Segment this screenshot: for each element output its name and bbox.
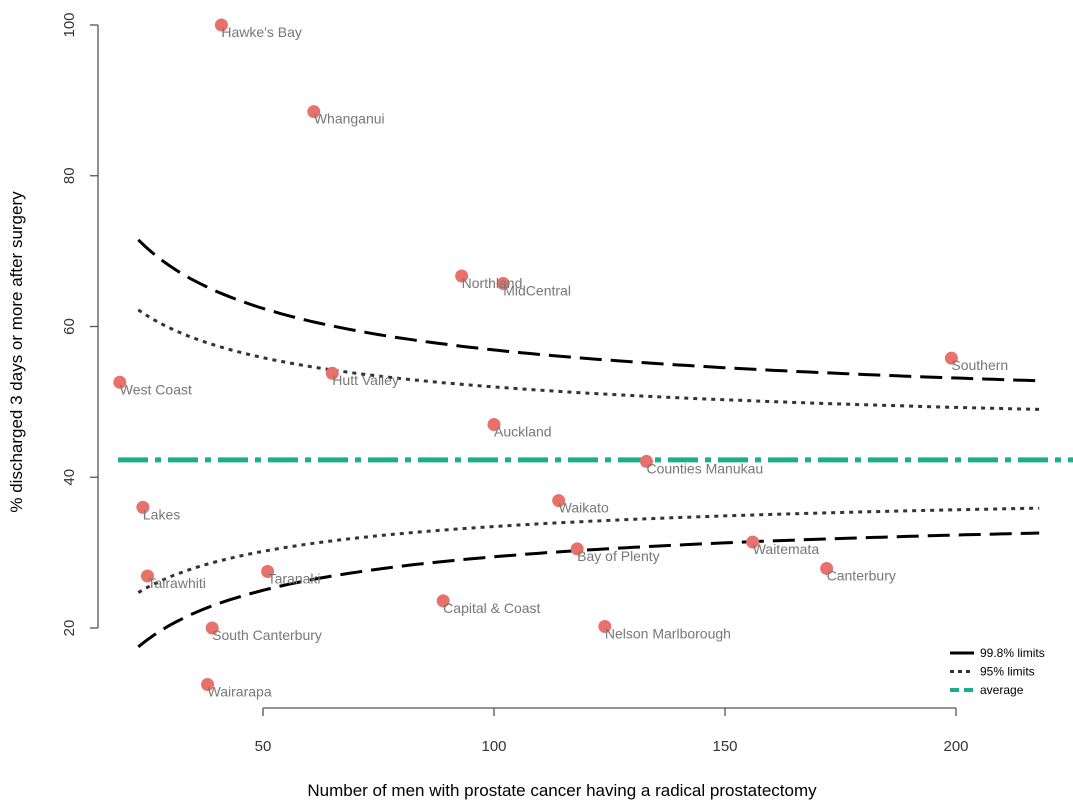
point-label: Waikato (559, 500, 609, 516)
point-label: Bay of Plenty (577, 548, 660, 564)
point-label: Hutt Valley (332, 372, 399, 388)
point-label: Auckland (494, 423, 552, 439)
y-tick-label: 60 (61, 318, 78, 335)
data-point (552, 494, 566, 508)
data-point (205, 621, 219, 635)
data-point (113, 375, 127, 389)
legend-label: 99.8% limits (980, 646, 1045, 660)
point-label: Waitemata (753, 541, 820, 557)
point-label: Wairarapa (208, 684, 272, 700)
x-tick-label: 50 (255, 738, 272, 755)
y-tick-label: 20 (61, 620, 78, 637)
point-label: Southern (951, 357, 1008, 373)
point-label: Lakes (143, 506, 180, 522)
axes: 50 100 150 200 20 40 60 80 100 (61, 12, 969, 755)
data-point (487, 417, 501, 431)
x-tick-label: 100 (481, 738, 506, 755)
point-label: Nelson Marlborough (605, 625, 731, 641)
upper-95-limit-line (137, 308, 1040, 411)
y-axis-title: % discharged 3 days or more after surger… (7, 191, 26, 513)
data-point (136, 500, 150, 514)
lower-95-limit-line (137, 506, 1040, 594)
data-point (455, 269, 469, 283)
legend-label: 95% limits (980, 665, 1035, 679)
data-points (113, 18, 958, 692)
data-point (944, 351, 958, 365)
data-point (598, 619, 612, 633)
point-label: Canterbury (827, 567, 896, 583)
data-point (746, 535, 760, 549)
x-axis-title: Number of men with prostate cancer havin… (307, 781, 817, 800)
point-label: Counties Manukau (646, 460, 763, 476)
data-point (639, 454, 653, 468)
point-label: MidCentral (503, 283, 571, 299)
point-label: Tairawhiti (148, 575, 206, 591)
data-point (496, 277, 510, 291)
point-label: West Coast (120, 381, 192, 397)
data-point (201, 678, 215, 692)
x-tick-label: 200 (943, 738, 968, 755)
y-tick-label: 80 (61, 167, 78, 184)
legend: 99.8% limits 95% limits average (950, 646, 1045, 697)
data-point (820, 561, 834, 575)
data-point (325, 366, 339, 380)
lower-99-8-limit-line (137, 531, 1040, 648)
point-label: South Canterbury (212, 627, 322, 643)
y-tick-label: 40 (61, 469, 78, 486)
point-label: Whanganui (314, 111, 385, 127)
point-label: Capital & Coast (443, 600, 540, 616)
y-tick-label: 100 (61, 12, 78, 37)
point-label: Hawke's Bay (221, 24, 301, 40)
data-point (307, 105, 321, 119)
point-label: Northland (462, 275, 523, 291)
data-point (261, 564, 275, 578)
upper-99-8-limit-line (137, 238, 1040, 383)
data-point (141, 569, 154, 583)
data-point (214, 18, 228, 32)
x-tick-label: 150 (712, 738, 737, 755)
legend-label: average (980, 683, 1024, 697)
data-point (570, 542, 584, 556)
point-label: Taranaki (268, 570, 321, 586)
control-limit-curves (137, 238, 1040, 648)
data-point (436, 594, 450, 608)
